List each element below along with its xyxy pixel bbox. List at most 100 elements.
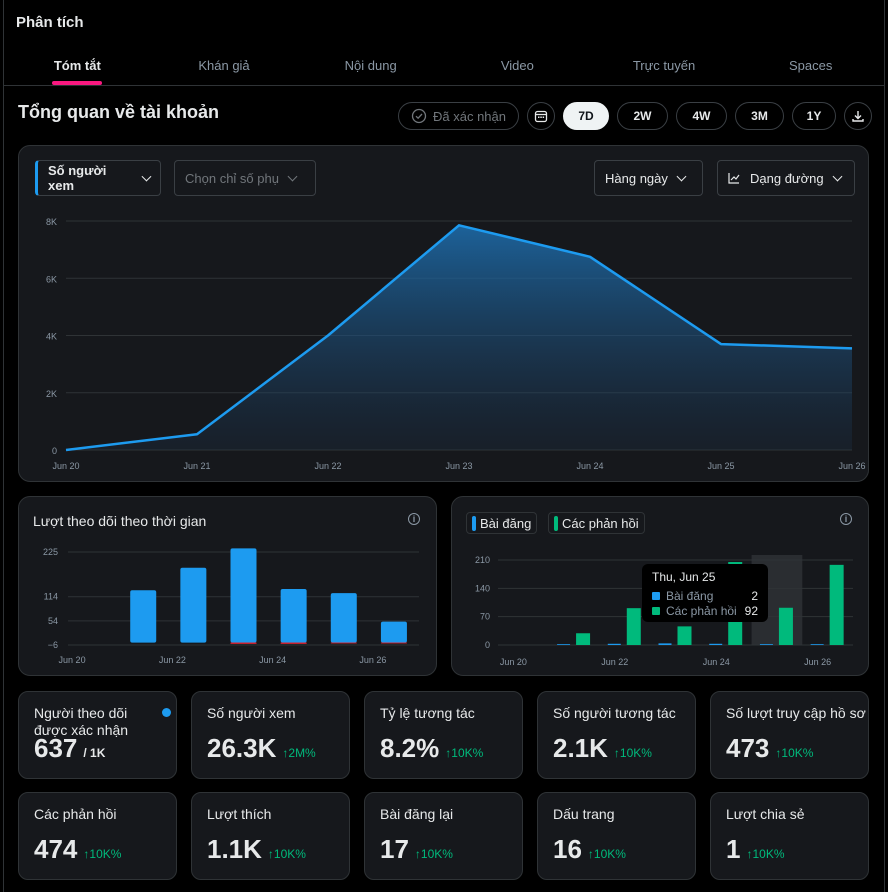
chart-type-label: Dạng đường — [750, 170, 824, 186]
stat-label: Lượt thích — [207, 806, 272, 822]
stat-card-viewers[interactable]: Số người xem 26.3K ↑2M% — [191, 691, 350, 779]
y-tick-label: 0 — [485, 640, 490, 650]
stat-value: 2.1K — [553, 733, 608, 763]
stat-trend: ↑10K% — [746, 847, 785, 861]
bar-replies — [626, 608, 641, 645]
interval-label: Hàng ngày — [605, 170, 668, 186]
info-icon[interactable]: i — [408, 513, 420, 525]
bar-replies — [576, 633, 591, 645]
x-tick-label: Jun 21 — [183, 461, 210, 471]
x-tick-label: Jun 24 — [703, 657, 730, 667]
secondary-metric-dropdown[interactable]: Chọn chỉ số phụ — [174, 160, 316, 196]
chart-type-dropdown[interactable]: Dạng đường — [717, 160, 855, 196]
info-icon[interactable]: i — [840, 513, 852, 525]
legend-swatch-green — [554, 515, 558, 531]
legend-posts[interactable]: Bài đăng — [466, 512, 538, 534]
legend-posts-label: Bài đăng — [480, 515, 532, 531]
stat-value-wrap: 637 / 1K — [34, 733, 105, 764]
followers-bar-chart: −6 54 114 225 Jun 20 Jun 22 Jun 24 Jun 26 — [43, 547, 419, 665]
range-controls: Đã xác nhận 7D 2W 4W 3M 1Y — [398, 102, 872, 130]
stat-trend: ↑10K% — [267, 847, 306, 861]
stat-label: Số lượt truy cập hồ sơ — [726, 705, 866, 721]
stat-trend: ↑10K% — [83, 847, 122, 861]
stat-value-wrap: 2.1K ↑10K% — [553, 733, 652, 764]
stat-card-likes[interactable]: Lượt thích 1.1K ↑10K% — [191, 792, 350, 880]
check-circle-icon — [411, 108, 427, 124]
stat-value-wrap: 8.2% ↑10K% — [380, 733, 483, 764]
x-tick-label: Jun 20 — [52, 461, 79, 471]
download-button[interactable] — [844, 102, 872, 130]
metric-dropdown-label: Số người xem — [48, 163, 107, 193]
range-7d-button[interactable]: 7D — [563, 102, 609, 130]
bar-posts — [709, 643, 723, 645]
tab-summary[interactable]: Tóm tắt — [4, 44, 151, 85]
bar-unfollows — [330, 642, 357, 644]
stat-value-wrap: 16 ↑10K% — [553, 834, 626, 865]
stat-card-engagement-rate[interactable]: Tỷ lệ tương tác 8.2% ↑10K% — [364, 691, 523, 779]
range-1y-button[interactable]: 1Y — [792, 102, 836, 130]
y-tick-label: 0 — [52, 446, 57, 456]
stat-card-bookmarks[interactable]: Dấu trang 16 ↑10K% — [537, 792, 696, 880]
y-tick-label: 210 — [475, 555, 490, 565]
bar-followers — [130, 590, 157, 643]
bar-followers — [280, 589, 307, 643]
stat-label: Số người xem — [207, 705, 296, 721]
x-tick-label: Jun 24 — [576, 461, 603, 471]
stat-value-wrap: 26.3K ↑2M% — [207, 733, 316, 764]
tab-audience[interactable]: Khán giả — [198, 58, 250, 73]
stat-value: 17 — [380, 834, 409, 864]
interval-dropdown[interactable]: Hàng ngày — [594, 160, 703, 196]
stat-card-reposts[interactable]: Bài đăng lại 17 ↑10K% — [364, 792, 523, 880]
tooltip-replies-value: 92 — [744, 603, 758, 618]
stat-card-shares[interactable]: Lượt chia sẻ 1 ↑10K% — [710, 792, 869, 880]
chart-tooltip: Thu, Jun 25 Bài đăng 2 Các phản hồi 92 — [642, 564, 768, 622]
stat-value: 8.2% — [380, 733, 440, 763]
followers-chart-title: Lượt theo dõi theo thời gian — [33, 513, 207, 529]
range-4w-button[interactable]: 4W — [676, 102, 727, 130]
legend-replies[interactable]: Các phản hồi — [548, 512, 645, 534]
tab-spaces[interactable]: Spaces — [789, 58, 833, 73]
calendar-icon — [534, 110, 548, 123]
main-chart-card: Số người xem Chọn chỉ số phụ Hàng ngày D… — [18, 145, 869, 482]
verified-filter-button[interactable]: Đã xác nhận — [398, 102, 519, 130]
y-tick-label: 2K — [46, 389, 57, 399]
x-tick-label: Jun 23 — [445, 461, 472, 471]
download-icon — [852, 111, 864, 122]
app-title: Phân tích — [16, 14, 84, 31]
x-tick-label: Jun 26 — [838, 461, 865, 471]
y-tick-label: 225 — [43, 547, 58, 557]
legend-swatch-blue — [472, 515, 476, 531]
range-3m-button[interactable]: 3M — [735, 102, 784, 130]
tab-bar: Tóm tắt Khán giả Nội dung Video Trực tuy… — [4, 44, 884, 86]
stat-value: 473 — [726, 733, 770, 763]
x-tick-label: Jun 26 — [359, 655, 386, 665]
stat-value-wrap: 17 ↑10K% — [380, 834, 453, 865]
tab-live[interactable]: Trực tuyến — [632, 58, 696, 73]
verified-filter-label: Đã xác nhận — [433, 108, 506, 124]
stat-card-verified-followers[interactable]: Người theo dõi được xác nhận 637 / 1K — [18, 691, 177, 779]
stat-label: Người theo dõi được xác nhận — [34, 705, 129, 738]
stat-label: Các phản hồi — [34, 806, 117, 822]
x-tick-label: Jun 26 — [804, 657, 831, 667]
stat-card-profile-visits[interactable]: Số lượt truy cập hồ sơ 473 ↑10K% — [710, 691, 869, 779]
bar-replies — [677, 626, 692, 645]
stat-trend: ↑2M% — [282, 746, 316, 760]
stat-value-wrap: 474 ↑10K% — [34, 834, 121, 865]
stat-value: 1 — [726, 834, 741, 864]
posts-chart-card: Bài đăng Các phản hồi i 0 70 140 210 Jun 20 J… — [451, 496, 869, 676]
tab-video[interactable]: Video — [500, 58, 534, 73]
y-tick-label: 140 — [475, 583, 490, 593]
area-fill — [66, 225, 852, 450]
stat-card-replies[interactable]: Các phản hồi 474 ↑10K% — [18, 792, 177, 880]
calendar-button[interactable] — [527, 102, 555, 130]
bar-followers — [180, 567, 207, 643]
tooltip-posts-value: 2 — [751, 588, 758, 603]
range-2w-button[interactable]: 2W — [617, 102, 668, 130]
metric-dropdown[interactable]: Số người xem — [35, 160, 161, 196]
tab-content[interactable]: Nội dung — [344, 58, 397, 73]
bar-unfollows — [230, 642, 257, 644]
stat-card-engaged-users[interactable]: Số người tương tác 2.1K ↑10K% — [537, 691, 696, 779]
bar-unfollows — [280, 642, 307, 644]
bar-followers — [230, 548, 257, 643]
stat-label: Bài đăng lại — [380, 806, 454, 822]
